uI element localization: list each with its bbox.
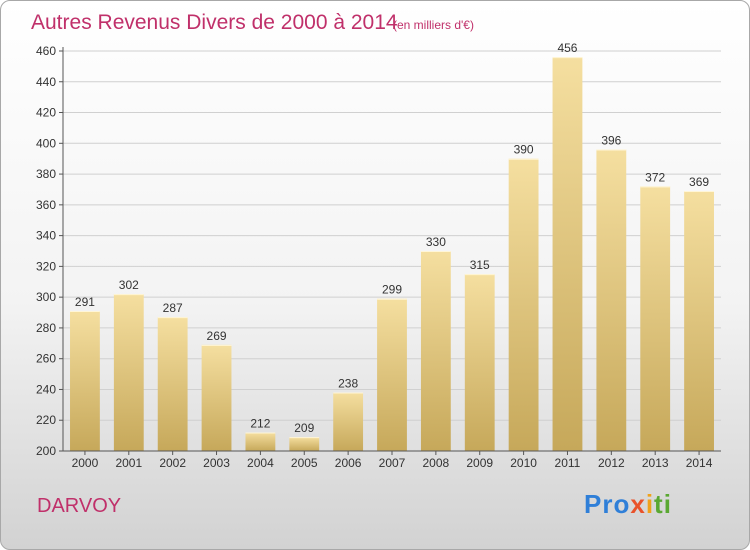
x-tick-label: 2012 [598,456,625,470]
bar [113,294,144,451]
x-tick-label: 2006 [335,456,362,470]
y-tick-label: 280 [36,321,56,335]
logo-part-ti: ti [654,489,672,519]
y-tick-label: 420 [36,106,56,120]
bar-value-label: 238 [338,377,358,391]
chart-title: Autres Revenus Divers de 2000 à 2014 [31,11,398,34]
x-tick-label: 2009 [466,456,493,470]
logo-part-x: x [630,489,646,519]
location-label: DARVOY [37,495,122,517]
logo-part-i: i [645,489,655,519]
y-tick-label: 440 [36,75,56,89]
bar [70,311,100,451]
bar [552,57,583,452]
bar-value-label: 212 [250,417,270,431]
x-tick-label: 2002 [159,456,186,470]
bar-value-label: 299 [382,283,402,297]
y-tick-label: 320 [36,259,56,273]
y-tick-label: 300 [36,290,56,304]
x-tick-label: 2003 [203,456,230,470]
bar-value-label: 302 [119,278,139,292]
bar [464,274,495,451]
bar [596,149,627,451]
bar-value-label: 269 [207,329,227,343]
y-tick-label: 200 [36,444,56,458]
axes: 200 220 240 260 280 300 320 340 360 380 400 420 440 4… [36,44,721,470]
chart-subtitle: (en milliers d'€) [393,18,474,32]
x-tick-label: 2000 [72,456,99,470]
bar [201,344,232,451]
x-tick-label: 2008 [423,456,450,470]
y-tick-label: 220 [36,413,56,427]
y-tick-label: 260 [36,352,56,366]
x-tick-label: 2005 [291,456,318,470]
bar [377,298,407,451]
bar-value-label: 390 [514,143,534,157]
bar-value-label: 456 [557,41,577,55]
x-tick-label: 2007 [379,456,406,470]
y-tick-label: 360 [36,198,56,212]
y-tick-label: 400 [36,136,56,150]
x-tick-label: 2014 [686,456,713,470]
bar [245,432,276,451]
y-tick-label: 340 [36,229,56,243]
proxiti-logo[interactable]: Proxiti [584,489,672,520]
bar-value-label: 315 [470,258,490,272]
bar-value-label: 396 [601,133,621,147]
bar [640,186,671,451]
bar [508,158,539,451]
bar [289,437,320,451]
x-tick-label: 2011 [555,456,581,470]
x-tick-label: 2001 [115,456,142,470]
y-tick-label: 460 [36,44,56,58]
bars: 291 302 287 269 212 209 238 299 330 315 390 456 396 3… [70,41,714,452]
y-tick-label: 240 [36,382,56,396]
bar-value-label: 287 [163,301,183,315]
x-tick-label: 2004 [247,456,274,470]
x-tick-label: 2013 [642,456,669,470]
x-tick-label: 2010 [510,456,537,470]
logo-part-pro: Pro [584,489,631,519]
bar-value-label: 372 [645,170,665,184]
bar-value-label: 291 [75,295,95,309]
bar-value-label: 209 [294,421,314,435]
bar [157,317,188,451]
bar [333,392,364,451]
bar [420,251,451,451]
bar-value-label: 369 [689,175,709,189]
y-tick-label: 380 [36,167,56,181]
bar [684,191,714,451]
bar-value-label: 330 [426,235,446,249]
